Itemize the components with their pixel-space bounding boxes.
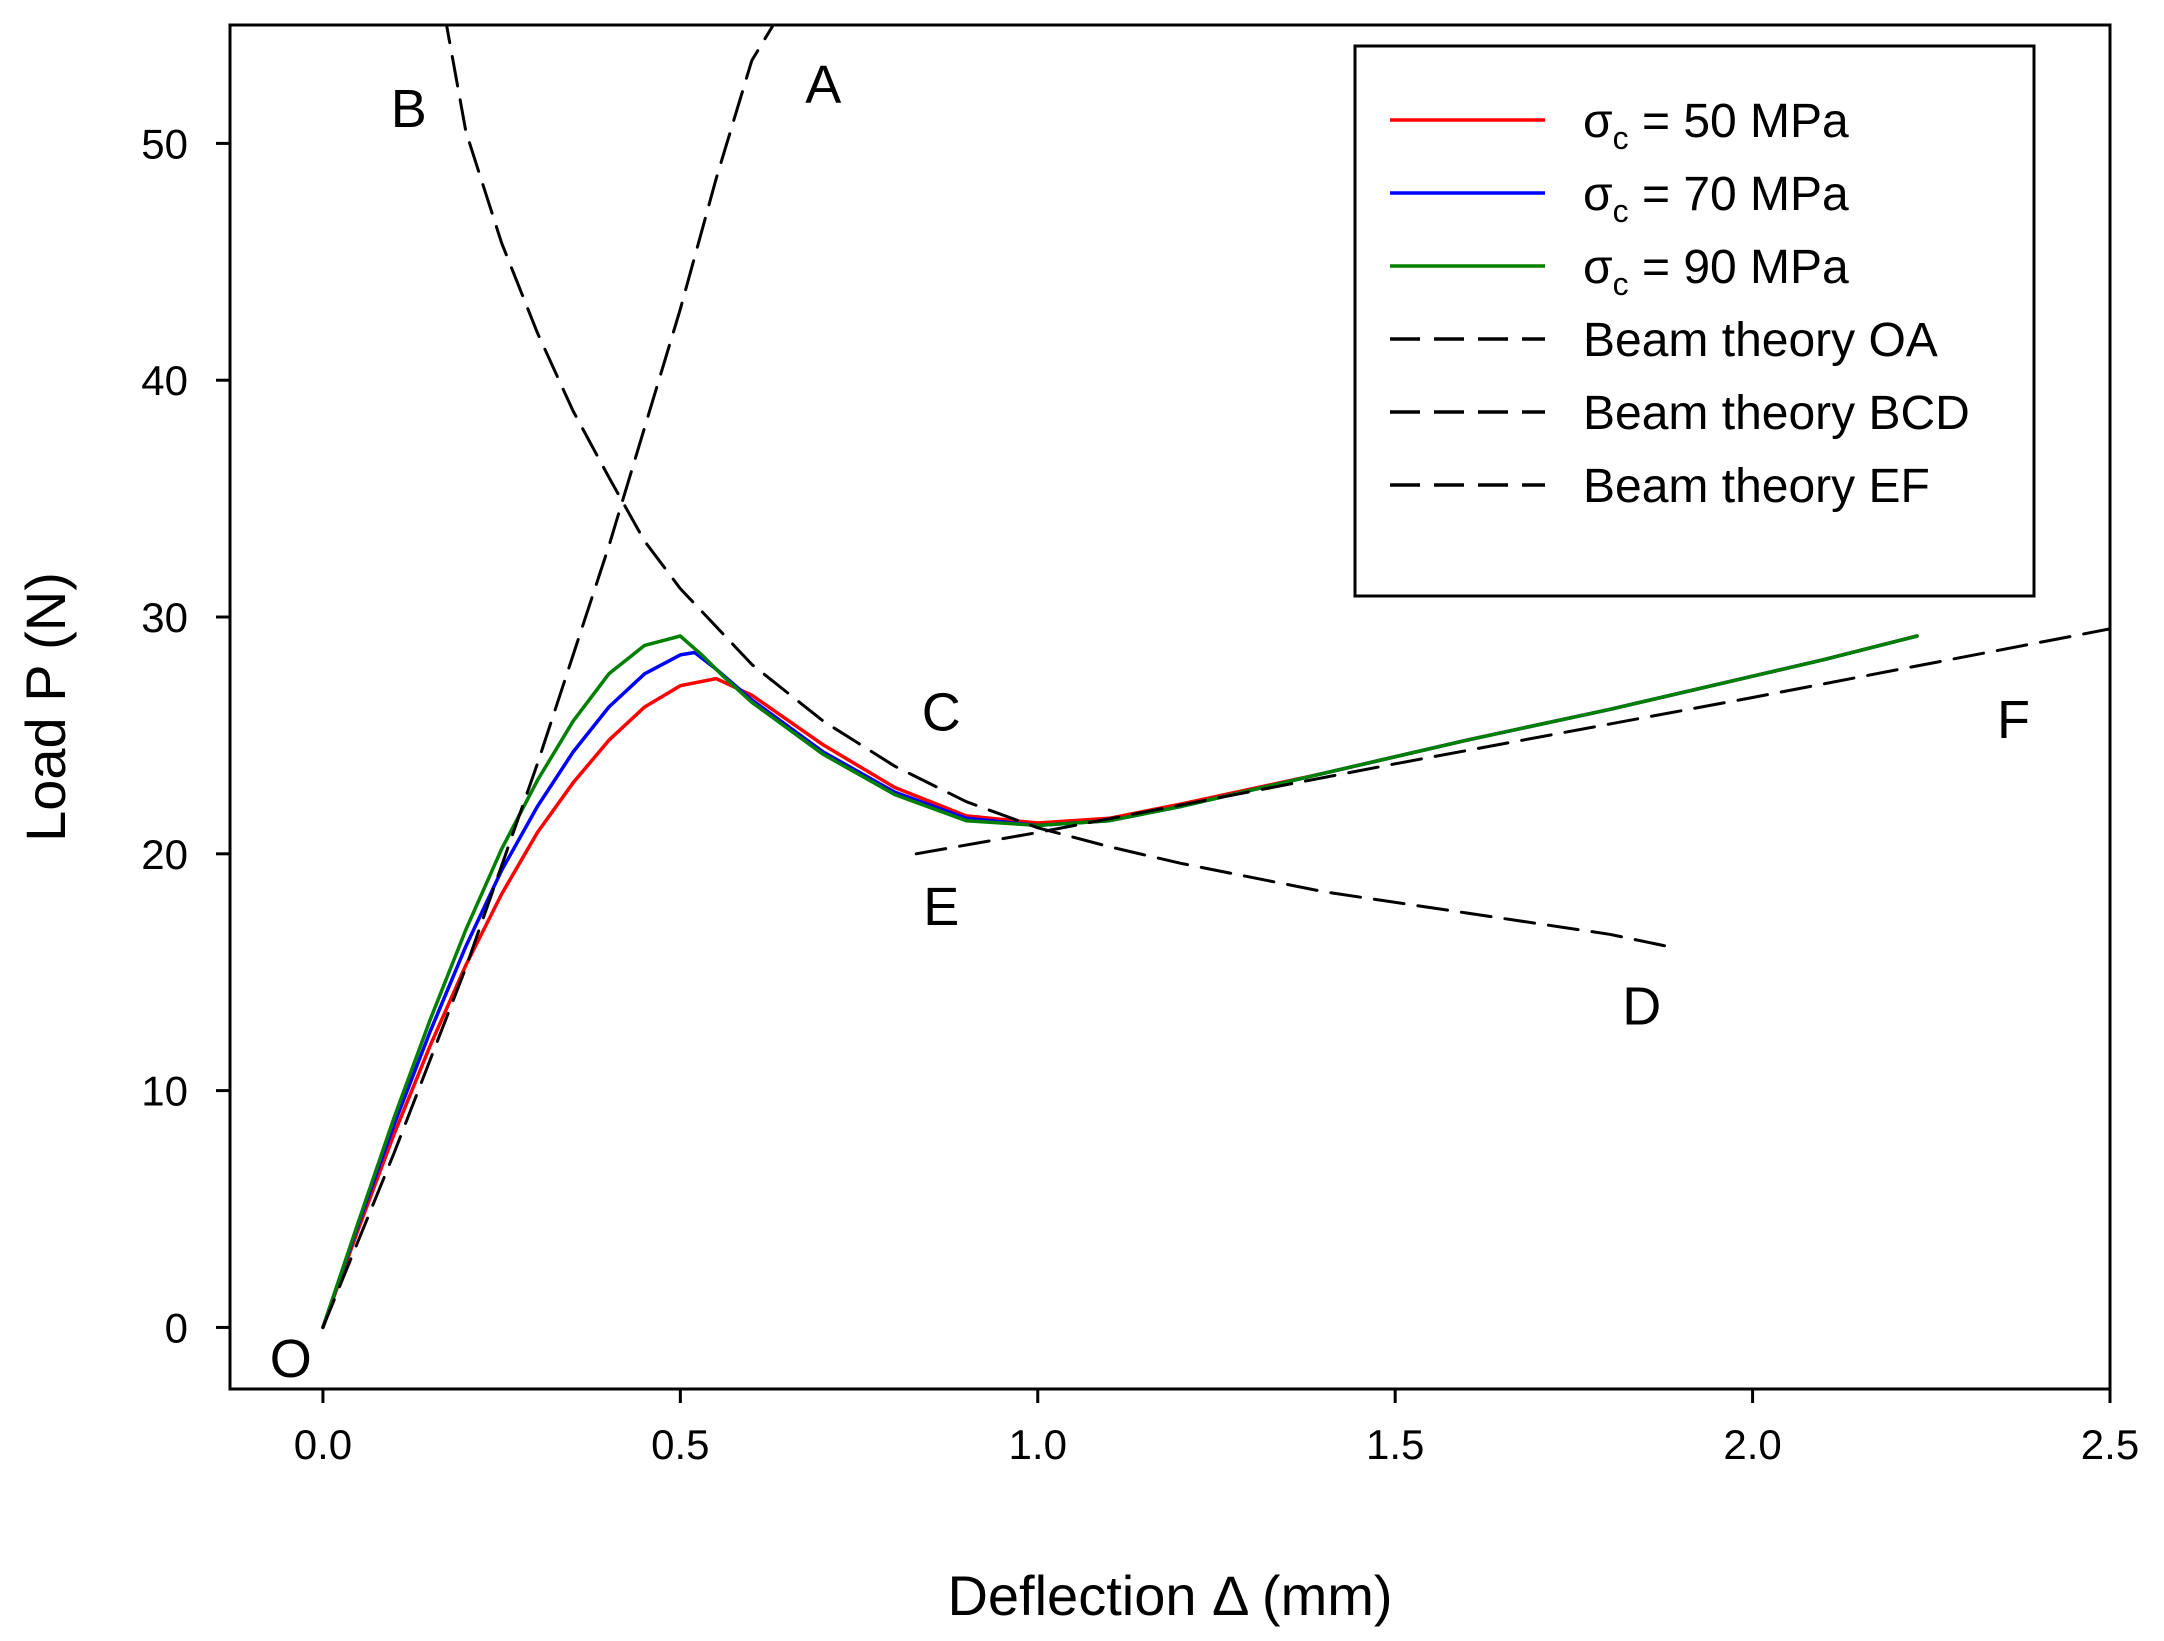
x-tick-label: 2.5 [2081,1421,2139,1468]
x-tick-label: 2.0 [1723,1421,1781,1468]
legend-label: Beam theory EF [1583,460,1930,513]
y-tick-label: 0 [165,1304,188,1351]
x-tick-label: 0.0 [294,1421,352,1468]
x-axis-title: Deflection Δ (mm) [947,1564,1392,1627]
y-tick-label: 10 [141,1068,188,1115]
point-label-e: E [923,877,959,937]
y-tick-label: 40 [141,357,188,404]
x-tick-label: 0.5 [651,1421,709,1468]
legend: σc = 50 MPa σc = 70 MPa σc = 90 MPa Beam th… [1353,44,2036,598]
legend-item-sigmac-90-mpa: σc = 90 MPa [1390,241,1849,302]
point-label-c: C [922,683,961,743]
legend-label: Beam theory OA [1583,314,1938,367]
legend-item-sigmac-70-mpa: σc = 70 MPa [1390,168,1849,229]
legend-label: σc = 50 MPa [1583,95,1849,156]
point-label-b: B [391,79,427,139]
series-line-beam-theory-ef [914,627,2110,856]
legend-item-beam-theory-ef: Beam theory EF [1390,460,1930,513]
legend-item-sigmac-50-mpa: σc = 50 MPa [1390,95,1849,156]
x-tick-label: 1.5 [1366,1421,1424,1468]
series-line-sigmac-90-mpa [321,634,1919,1330]
legend-label: Beam theory BCD [1583,387,1970,440]
point-annotations: O A B C D E F [270,55,2030,1389]
x-tick-label: 1.0 [1009,1421,1067,1468]
y-tick-label: 30 [141,594,188,641]
series-line-beam-theory-bcd [445,25,1669,948]
legend-item-beam-theory-bcd: Beam theory BCD [1390,387,1970,440]
y-axis: 0 10 20 30 40 50 [141,120,230,1351]
legend-label: σc = 70 MPa [1583,168,1849,229]
x-axis: 0.0 0.5 1.0 1.5 2.0 2.5 [294,1389,2139,1468]
series-layer [321,25,2110,1330]
point-label-a: A [805,55,841,115]
point-label-d: D [1622,976,1661,1036]
legend-label: σc = 90 MPa [1583,241,1849,302]
point-label-o: O [270,1329,312,1389]
legend-item-beam-theory-oa: Beam theory OA [1390,314,1938,367]
plot-frame [228,23,2112,1391]
y-tick-label: 20 [141,831,188,878]
legend-box [1353,44,2036,598]
point-label-f: F [1997,690,2030,750]
y-axis-title: Load P (N) [14,572,77,842]
series-line-beam-theory-oa [321,25,776,1329]
y-tick-label: 50 [141,120,188,167]
